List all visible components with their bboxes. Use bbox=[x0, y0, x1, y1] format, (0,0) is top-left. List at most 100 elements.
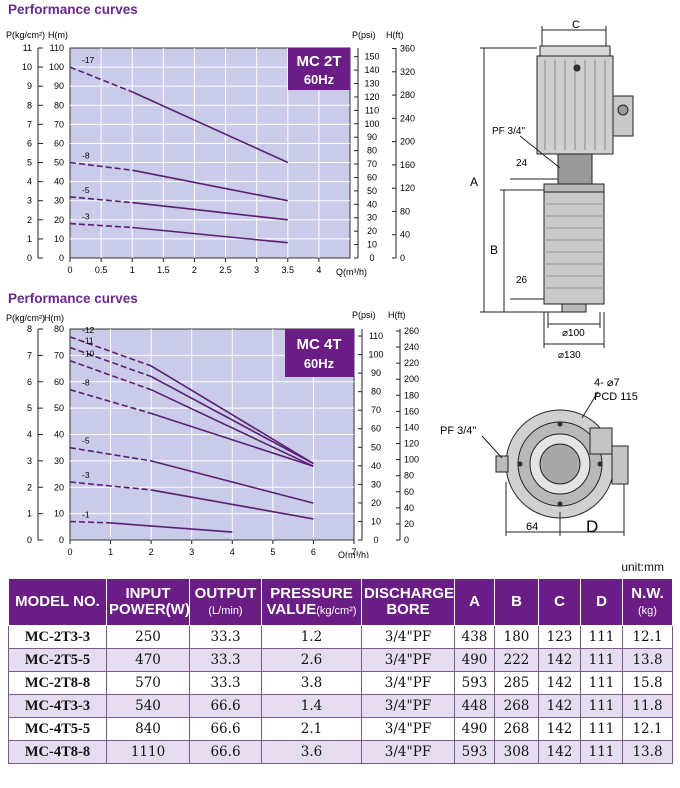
series-line bbox=[132, 226, 288, 244]
dim-b: B bbox=[490, 243, 498, 257]
column-header: D bbox=[580, 578, 623, 626]
right-p-tick-label: 30 bbox=[371, 479, 381, 489]
table-cell: 470 bbox=[106, 648, 190, 672]
left-p-tick-label: 7 bbox=[27, 119, 32, 129]
table-cell: 250 bbox=[106, 625, 190, 649]
series-line-dashed bbox=[69, 520, 111, 524]
table-cell: 1110 bbox=[106, 740, 190, 764]
right-p-tick-label: 110 bbox=[369, 331, 383, 341]
right-h-tick-label: 160 bbox=[400, 160, 415, 170]
left-h-tick-label: 80 bbox=[54, 100, 64, 110]
right-p-tick-label: 20 bbox=[367, 226, 377, 236]
column-header: MODEL NO. bbox=[8, 578, 107, 626]
dim-26: 26 bbox=[516, 275, 528, 286]
table-cell: 3/4"PF bbox=[361, 740, 455, 764]
table-cell: 1.4 bbox=[261, 694, 362, 718]
x-tick-label: 5 bbox=[270, 547, 275, 557]
series-line-dashed bbox=[69, 196, 133, 204]
table-cell: 593 bbox=[454, 671, 495, 695]
table-cell: 1.2 bbox=[261, 625, 362, 649]
table-cell: 33.3 bbox=[189, 625, 262, 649]
holes-label: 4- ⌀7 bbox=[594, 377, 620, 389]
table-cell: 123 bbox=[538, 625, 581, 649]
dim-d: D bbox=[586, 517, 598, 536]
right-p-tick-label: 120 bbox=[364, 92, 379, 102]
table-cell: 15.8 bbox=[622, 671, 673, 695]
x-axis: 0 0.5 1 1.5 2 2.5 3 3.5 4 bbox=[67, 258, 321, 275]
table-cell: 3.8 bbox=[261, 671, 362, 695]
right-p-tick-label: 60 bbox=[371, 424, 381, 434]
series-line-dashed bbox=[69, 222, 133, 229]
table-cell: 111 bbox=[580, 625, 623, 649]
right-axis: 0 10 20 30 40 50 60 70 80 90 100 110 0 20 40 60 80 100 120… bbox=[358, 326, 419, 545]
right-h-tick-label: 40 bbox=[400, 230, 410, 240]
right-p-tick-label: 80 bbox=[367, 146, 377, 156]
x-tick-label: 0 bbox=[67, 547, 72, 557]
left-h-tick-label: 50 bbox=[54, 403, 64, 413]
left-p-tick-label: 9 bbox=[27, 81, 32, 91]
right-h-tick-label: 200 bbox=[400, 137, 415, 147]
x-axis-label: Q(m³/h) bbox=[336, 267, 367, 277]
table-cell: 142 bbox=[538, 671, 581, 695]
table-row: MC-4T3-3 540 66.6 1.4 3/4"PF 448 268 142 111 11.8 bbox=[8, 694, 673, 718]
table-cell: 3/4"PF bbox=[361, 671, 455, 695]
table-cell: 111 bbox=[580, 740, 623, 764]
left-h-tick-label: 70 bbox=[54, 350, 64, 360]
left-p-tick-label: 10 bbox=[22, 62, 32, 72]
series-label: -5 bbox=[82, 436, 90, 446]
left-h-tick-label: 40 bbox=[54, 430, 64, 440]
series-line bbox=[150, 365, 314, 465]
table-cell: 142 bbox=[538, 740, 581, 764]
left-axis: 0 10 20 30 40 50 60 70 80 90 100 110 0 1 2 3 4 5 6 7 8 9 10 11 bbox=[22, 43, 64, 263]
table-cell: 2.1 bbox=[261, 717, 362, 741]
x-tick-label: 1 bbox=[108, 547, 113, 557]
series-line bbox=[132, 201, 288, 221]
table-cell: 268 bbox=[494, 717, 539, 741]
table-cell: 540 bbox=[106, 694, 190, 718]
left-axis-label-h: H(m) bbox=[48, 30, 68, 40]
table-cell: 448 bbox=[454, 694, 495, 718]
table-cell: 33.3 bbox=[189, 648, 262, 672]
series-line bbox=[131, 91, 289, 164]
table-cell: 3/4"PF bbox=[361, 694, 455, 718]
table-cell: 11.8 bbox=[622, 694, 673, 718]
left-h-tick-label: 10 bbox=[54, 234, 64, 244]
series-line-dashed bbox=[69, 481, 152, 491]
right-h-tick-label: 0 bbox=[404, 535, 409, 545]
left-p-tick-label: 2 bbox=[27, 215, 32, 225]
plot-grid bbox=[70, 48, 350, 258]
right-h-tick-label: 240 bbox=[400, 113, 415, 123]
model-cell: MC-4T5-5 bbox=[8, 717, 107, 741]
x-tick-label: 3 bbox=[189, 547, 194, 557]
left-h-tick-label: 30 bbox=[54, 196, 64, 206]
series-label: -11 bbox=[82, 335, 94, 345]
series-line-dashed bbox=[69, 161, 133, 171]
x-tick-label: 2 bbox=[192, 265, 197, 275]
right-h-tick-label: 180 bbox=[404, 390, 419, 400]
table-cell: 438 bbox=[454, 625, 495, 649]
table-cell: 142 bbox=[538, 694, 581, 718]
right-p-tick-label: 50 bbox=[371, 442, 381, 452]
table-cell: 593 bbox=[454, 740, 495, 764]
x-tick-label: 4 bbox=[316, 265, 321, 275]
series-line-dashed bbox=[69, 388, 152, 415]
x-tick-label: 1.5 bbox=[157, 265, 170, 275]
pf-label: PF 3/4" bbox=[492, 126, 525, 137]
right-p-tick-label: 40 bbox=[371, 461, 381, 471]
series-line-dashed bbox=[69, 346, 152, 378]
model-badge bbox=[285, 329, 354, 377]
left-p-tick-label: 0 bbox=[27, 535, 32, 545]
right-p-tick-label: 100 bbox=[368, 350, 383, 360]
table-cell: 66.6 bbox=[189, 717, 262, 741]
left-h-tick-label: 0 bbox=[59, 253, 64, 263]
left-p-tick-label: 6 bbox=[27, 377, 32, 387]
x-tick-label: 7 bbox=[351, 547, 356, 557]
series-line-dashed bbox=[69, 336, 152, 367]
table-row: MC-2T8-8 570 33.3 3.8 3/4"PF 593 285 142 111 15.8 bbox=[8, 671, 673, 695]
right-axis-label-p: P(psi) bbox=[352, 310, 376, 320]
dim-100: ⌀100 bbox=[562, 328, 585, 339]
left-h-tick-label: 100 bbox=[49, 62, 64, 72]
table-row: MC-2T5-5 470 33.3 2.6 3/4"PF 490 222 142 111 13.8 bbox=[8, 648, 673, 672]
left-p-tick-label: 8 bbox=[27, 324, 32, 334]
spec-table: MODEL NO. INPUT POWER(W) OUTPUT (L/min) PRESS… bbox=[8, 578, 673, 764]
